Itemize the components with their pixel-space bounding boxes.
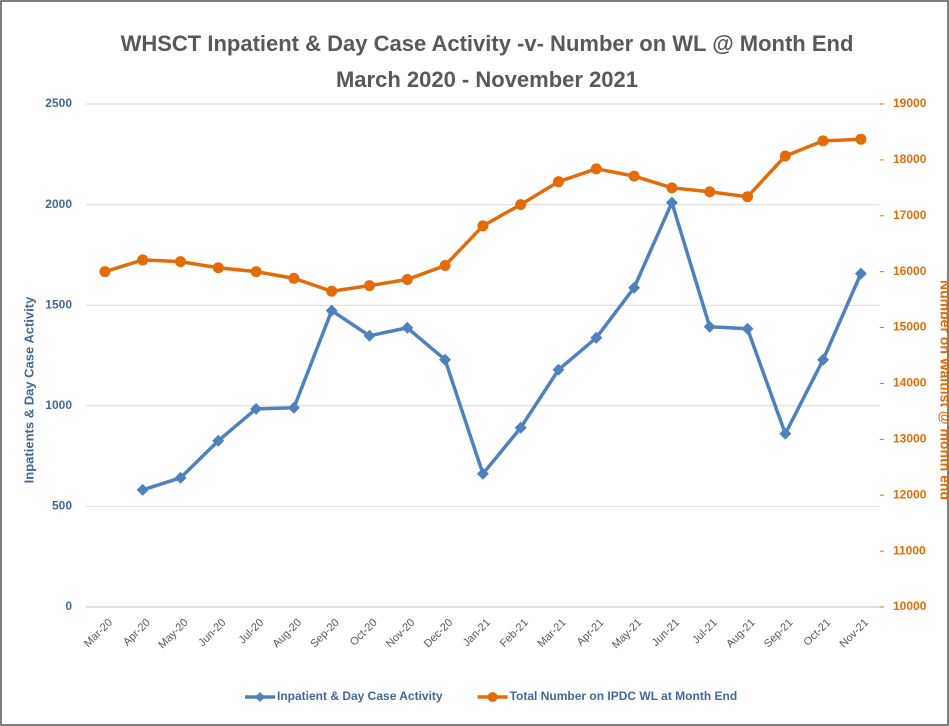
marker xyxy=(628,170,640,182)
marker xyxy=(326,285,338,297)
y2-tick-label: 15000 xyxy=(893,320,927,334)
marker xyxy=(779,150,791,162)
y2-tick-label: 11000 xyxy=(893,543,926,557)
y-axis-title: Inpatients & Day Case Activity xyxy=(21,296,36,483)
marker xyxy=(741,322,754,335)
marker xyxy=(439,353,452,366)
marker xyxy=(855,133,867,145)
marker xyxy=(590,331,603,344)
y2-tick-label: 12000 xyxy=(893,487,927,501)
marker xyxy=(363,329,376,342)
y2-tick-label: 13000 xyxy=(893,432,927,446)
marker xyxy=(174,471,187,484)
marker xyxy=(817,135,829,147)
marker xyxy=(325,304,338,317)
marker xyxy=(401,321,414,334)
marker xyxy=(553,176,564,188)
marker xyxy=(514,421,527,434)
marker xyxy=(364,280,375,292)
marker xyxy=(590,163,602,175)
marker xyxy=(439,260,451,272)
marker xyxy=(477,220,489,232)
y-tick-label: 0 xyxy=(65,599,72,613)
marker xyxy=(628,281,641,294)
marker xyxy=(665,196,678,209)
marker xyxy=(175,256,186,268)
y2-tick-label: 14000 xyxy=(893,376,927,390)
marker xyxy=(817,353,830,366)
y2-tick-label: 16000 xyxy=(893,264,927,278)
marker xyxy=(212,434,225,447)
legend-label: Total Number on IPDC WL at Month End xyxy=(510,689,738,703)
marker xyxy=(99,266,111,278)
marker xyxy=(476,467,489,480)
marker xyxy=(401,273,413,285)
marker xyxy=(288,272,300,284)
marker xyxy=(137,254,149,266)
marker xyxy=(250,402,263,415)
y-tick-label: 1500 xyxy=(45,297,72,311)
y2-tick-label: 18000 xyxy=(893,152,927,166)
y-tick-label: 1000 xyxy=(45,398,72,412)
legend-marker xyxy=(487,692,498,702)
marker xyxy=(666,182,678,194)
marker xyxy=(704,186,716,198)
marker xyxy=(854,267,867,280)
y-tick-label: 2500 xyxy=(45,96,72,110)
y2-tick-label: 19000 xyxy=(893,96,927,110)
chart-title: WHSCT Inpatient & Day Case Activity -v- … xyxy=(121,31,854,56)
marker xyxy=(703,320,716,333)
series-line xyxy=(142,197,863,492)
y2-tick-label: 10000 xyxy=(893,599,927,613)
y2-tick-label: 17000 xyxy=(893,208,927,222)
y-tick-label: 2000 xyxy=(45,197,72,211)
marker xyxy=(212,262,224,274)
y2-axis-title: Number on Waitlist @ month end xyxy=(937,280,949,500)
y-tick-label: 500 xyxy=(52,499,72,513)
chart-subtitle: March 2020 - November 2021 xyxy=(336,67,638,92)
marker xyxy=(779,427,792,440)
legend-label: Inpatient & Day Case Activity xyxy=(277,689,443,703)
marker xyxy=(250,266,262,278)
marker xyxy=(287,401,300,414)
marker xyxy=(742,191,753,203)
marker xyxy=(136,483,149,496)
marker xyxy=(552,363,565,376)
legend-marker xyxy=(255,692,265,702)
marker xyxy=(515,199,527,211)
